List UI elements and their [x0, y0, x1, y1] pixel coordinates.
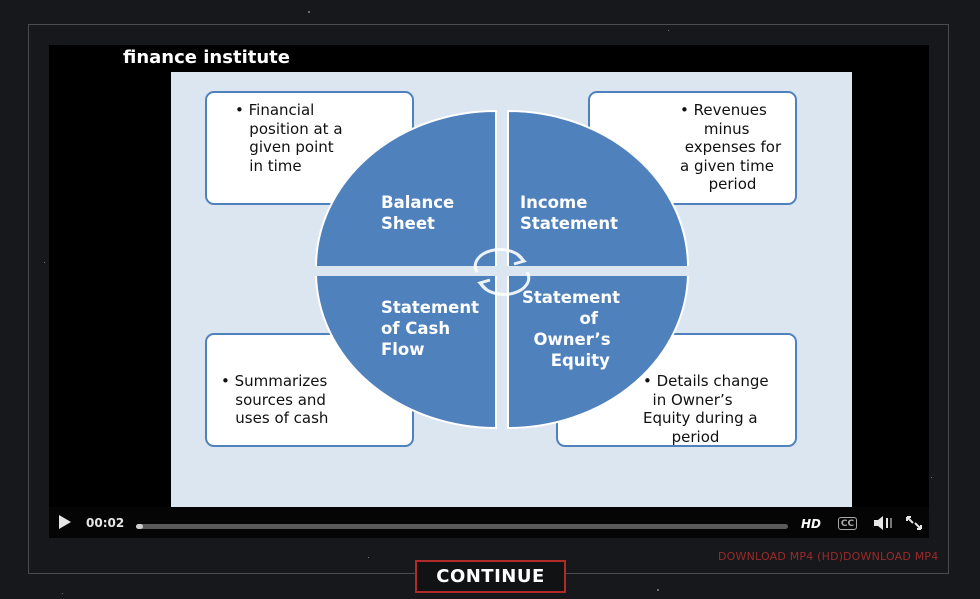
- download-mp4-link[interactable]: DOWNLOAD MP4: [843, 550, 939, 563]
- callout-text: • Financial position at a given point in…: [235, 101, 343, 175]
- hd-toggle[interactable]: HD: [801, 517, 822, 531]
- video-controls: 00:02 HD CC: [49, 507, 929, 538]
- callout-text: • Revenues minus expenses for a given ti…: [680, 101, 782, 193]
- cross-bar: [497, 106, 507, 433]
- star: [368, 557, 369, 558]
- video-player[interactable]: finance institute • Financial position a…: [49, 45, 929, 538]
- seek-bar[interactable]: [136, 524, 788, 529]
- seek-progress: [136, 524, 143, 529]
- quadrant-balance-sheet: [314, 109, 497, 268]
- star: [931, 477, 932, 478]
- income-statement-label: Income Statement: [520, 193, 619, 233]
- star: [62, 593, 63, 594]
- quadrant-owners-equity: [507, 273, 690, 430]
- cc-toggle[interactable]: CC: [838, 517, 857, 530]
- owners-equity-label: Statement of Owner’s Equity: [522, 288, 621, 370]
- star: [308, 11, 310, 13]
- callout-text: • Summarizes sources and uses of cash: [221, 372, 329, 427]
- balance-sheet-label: Balance Sheet: [381, 193, 455, 233]
- continue-button[interactable]: CONTINUE: [415, 560, 566, 593]
- brand-title: finance institute: [123, 47, 290, 68]
- quadrant-cash-flow: [314, 273, 497, 430]
- current-time: 00:02: [86, 516, 125, 530]
- quadrant-income-statement: [507, 109, 690, 268]
- divider: [600, 573, 949, 574]
- volume-icon[interactable]: [873, 515, 895, 531]
- play-icon[interactable]: [59, 515, 71, 529]
- video-slide: • Financial position at a given point in…: [171, 72, 852, 509]
- star: [668, 30, 669, 31]
- statement-circle: [311, 106, 693, 433]
- star: [657, 589, 659, 591]
- callout-text: • Details change in Owner’s Equity durin…: [643, 372, 769, 446]
- divider: [28, 573, 378, 574]
- star: [44, 262, 45, 263]
- download-mp4-hd-link[interactable]: DOWNLOAD MP4 (HD): [718, 550, 844, 563]
- fullscreen-icon[interactable]: [905, 515, 923, 531]
- cash-flow-label: Statement of Cash Flow: [381, 298, 480, 359]
- cycle-arrows-icon: [473, 248, 531, 296]
